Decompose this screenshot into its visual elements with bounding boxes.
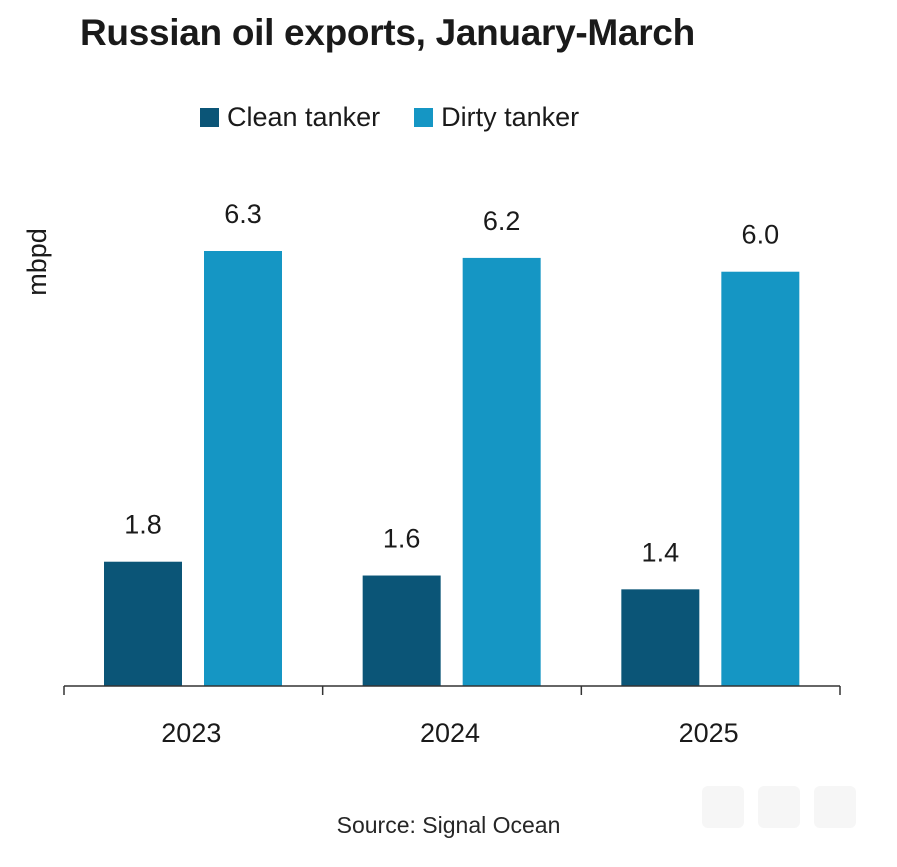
data-label: 1.6 bbox=[383, 524, 421, 554]
legend-item-dirty-tanker: Dirty tanker bbox=[414, 102, 579, 133]
watermark-box bbox=[702, 786, 744, 828]
bar-dirty-tanker-2023 bbox=[204, 251, 282, 686]
bar-clean-tanker-2023 bbox=[104, 561, 182, 686]
bar-chart: 1.8 6.3 2023 1.6 6.2 2024 1.4 6.0 2025 bbox=[63, 199, 841, 748]
bar-clean-tanker-2024 bbox=[362, 575, 441, 686]
source-note: Source: Signal Ocean bbox=[336, 812, 561, 838]
watermark-box bbox=[758, 786, 800, 828]
bar-dirty-tanker-2025 bbox=[721, 271, 800, 686]
legend-label-clean-tanker: Clean tanker bbox=[227, 102, 381, 132]
bar-dirty-tanker-2024 bbox=[462, 257, 541, 686]
x-tick-label: 2024 bbox=[420, 718, 480, 748]
data-label: 6.3 bbox=[224, 199, 262, 229]
x-tick-label: 2025 bbox=[679, 718, 739, 748]
chart-title: Russian oil exports, January-March bbox=[80, 12, 695, 53]
watermark bbox=[702, 786, 856, 828]
legend-item-clean-tanker: Clean tanker bbox=[200, 102, 380, 133]
legend-swatch-clean-tanker bbox=[200, 108, 219, 127]
data-label: 6.0 bbox=[742, 220, 780, 250]
data-label: 6.2 bbox=[483, 206, 521, 236]
watermark-box bbox=[814, 786, 856, 828]
bar-clean-tanker-2025 bbox=[621, 589, 700, 686]
legend-label-dirty-tanker: Dirty tanker bbox=[441, 102, 580, 132]
data-label: 1.4 bbox=[642, 537, 680, 567]
legend: Clean tanker Dirty tanker bbox=[200, 102, 613, 133]
x-tick-label: 2023 bbox=[161, 718, 221, 748]
data-label: 1.8 bbox=[124, 510, 162, 540]
legend-swatch-dirty-tanker bbox=[414, 108, 434, 127]
